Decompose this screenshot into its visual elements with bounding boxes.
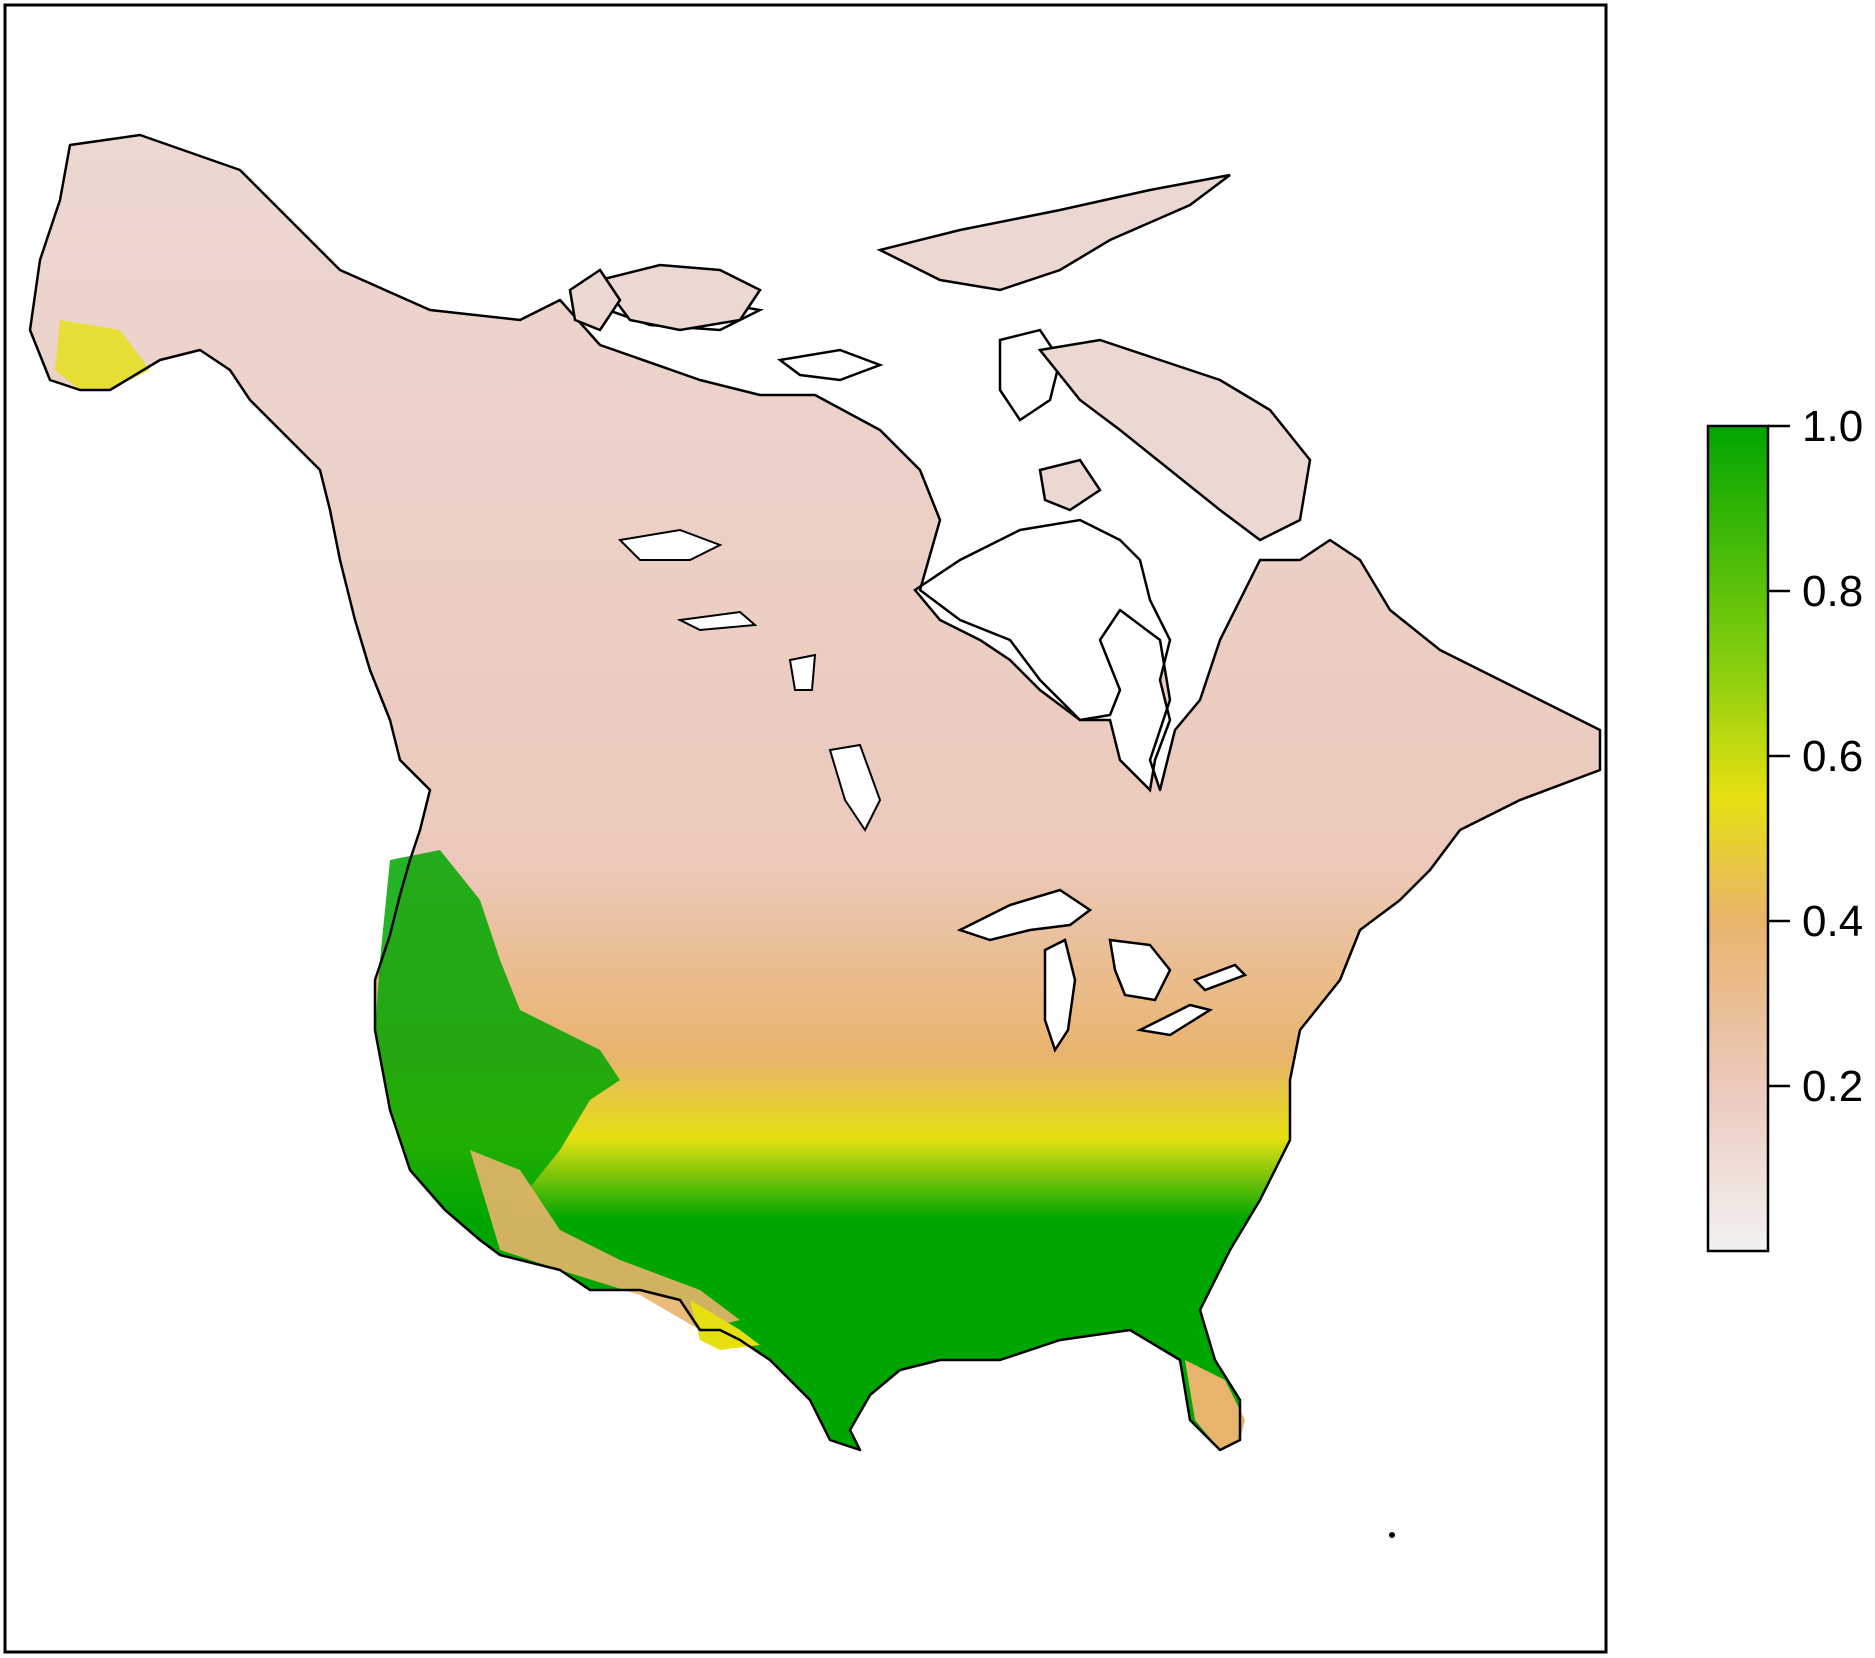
lake-michigan bbox=[1043, 938, 1077, 1053]
foxe-basin bbox=[998, 328, 1062, 422]
arctic-islands bbox=[568, 173, 1312, 542]
raster-alaska-coast-patch bbox=[55, 320, 150, 390]
lake-superior bbox=[956, 888, 1093, 942]
victoria-island bbox=[597, 263, 762, 332]
raster-southwest-patch bbox=[470, 1150, 740, 1330]
legend-tick-label: 0.2 bbox=[1802, 1062, 1863, 1111]
color-legend: 1.0 0.8 0.6 0.4 0.2 bbox=[1706, 402, 1863, 1253]
great-slave-lake bbox=[676, 610, 758, 632]
coastline bbox=[28, 133, 1602, 1452]
great-bear-lake bbox=[617, 528, 723, 561]
hudson-bay bbox=[913, 518, 1172, 793]
raster-layer bbox=[30, 135, 1600, 1450]
inland-lakes bbox=[617, 528, 882, 832]
lake-ontario bbox=[1192, 963, 1248, 992]
southampton-island bbox=[1038, 458, 1102, 512]
island-dot bbox=[1389, 1532, 1395, 1538]
lake-huron bbox=[1108, 938, 1172, 1002]
raster-florida-patch bbox=[1185, 1360, 1245, 1450]
raster-texas-patch bbox=[690, 1300, 760, 1350]
baffin-island bbox=[1037, 338, 1312, 542]
raster-fill bbox=[30, 135, 1600, 1450]
legend-tick-label: 0.8 bbox=[1802, 567, 1863, 616]
legend-tick-label: 1.0 bbox=[1802, 402, 1863, 451]
plot-frame bbox=[3, 3, 1608, 1654]
legend-tick-label: 0.4 bbox=[1802, 897, 1863, 946]
raster-west-patch bbox=[375, 850, 620, 1230]
banks-island bbox=[568, 268, 622, 332]
lake-winnipeg bbox=[828, 743, 882, 832]
arctic-channel-2 bbox=[776, 348, 884, 382]
legend-colorbar bbox=[1706, 424, 1770, 1253]
legend-ticks: 1.0 0.8 0.6 0.4 0.2 bbox=[1768, 402, 1863, 1111]
ellesmere-island bbox=[876, 173, 1231, 292]
legend-tick-label: 0.6 bbox=[1802, 732, 1863, 781]
lake-athabasca bbox=[788, 653, 817, 691]
lake-erie bbox=[1136, 1003, 1214, 1037]
